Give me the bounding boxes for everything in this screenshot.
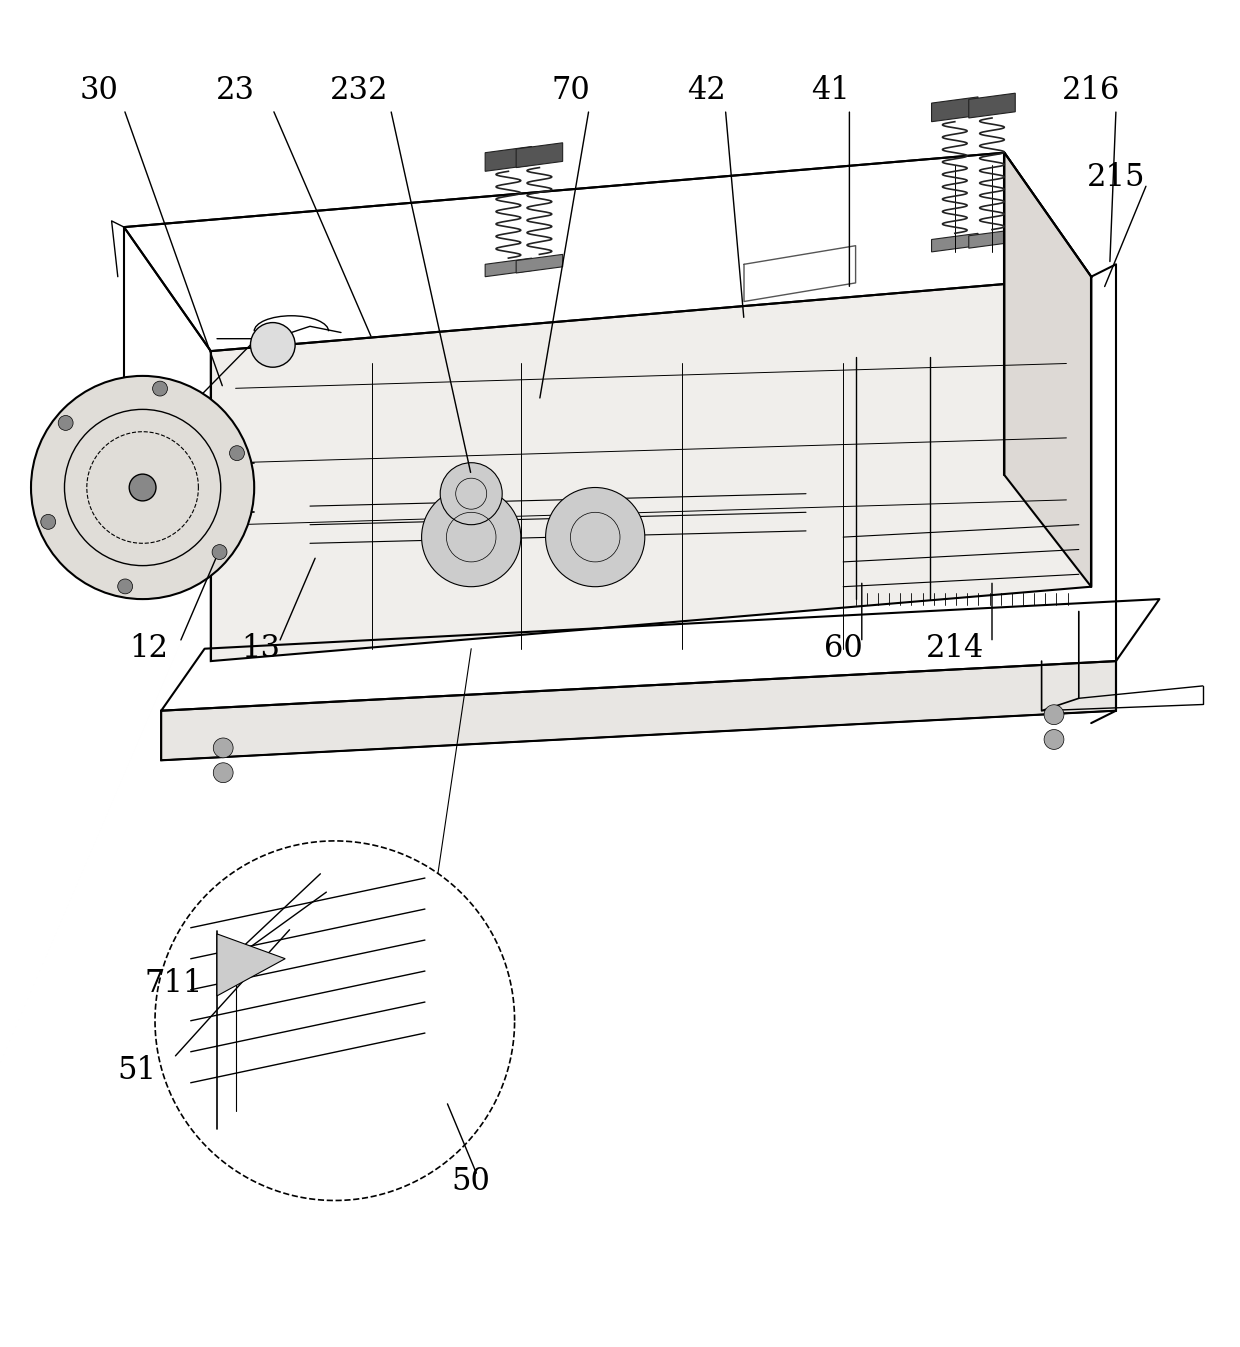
Circle shape [118, 579, 133, 594]
Circle shape [213, 762, 233, 783]
Circle shape [546, 488, 645, 587]
Text: 232: 232 [330, 75, 389, 106]
Circle shape [1044, 730, 1064, 749]
Circle shape [250, 322, 295, 368]
Circle shape [422, 488, 521, 587]
Text: 214: 214 [926, 633, 983, 664]
Circle shape [1044, 704, 1064, 725]
Text: 70: 70 [551, 75, 590, 106]
Circle shape [229, 446, 244, 461]
Text: 12: 12 [129, 633, 169, 664]
Text: 41: 41 [811, 75, 851, 106]
Circle shape [440, 463, 502, 525]
Text: 13: 13 [241, 633, 280, 664]
Polygon shape [211, 276, 1091, 661]
Text: 711: 711 [144, 968, 203, 999]
Circle shape [129, 474, 156, 501]
Polygon shape [485, 259, 532, 276]
Text: 51: 51 [117, 1055, 156, 1086]
Text: 50: 50 [451, 1167, 491, 1197]
Polygon shape [968, 93, 1016, 119]
Polygon shape [931, 233, 978, 252]
Circle shape [31, 376, 254, 599]
Circle shape [58, 415, 73, 431]
Text: 42: 42 [687, 75, 727, 106]
Text: 215: 215 [1086, 162, 1146, 193]
Polygon shape [161, 661, 1116, 760]
Polygon shape [968, 229, 1016, 248]
Circle shape [213, 738, 233, 758]
Polygon shape [485, 147, 532, 171]
Polygon shape [516, 143, 563, 167]
Text: 60: 60 [823, 633, 863, 664]
Circle shape [153, 381, 167, 396]
Text: 216: 216 [1061, 75, 1121, 106]
Text: 30: 30 [79, 75, 119, 106]
Circle shape [41, 515, 56, 529]
Polygon shape [1004, 152, 1091, 587]
Polygon shape [931, 97, 978, 121]
Text: 23: 23 [216, 75, 255, 106]
Polygon shape [516, 255, 563, 273]
Polygon shape [217, 933, 285, 995]
Circle shape [212, 544, 227, 559]
